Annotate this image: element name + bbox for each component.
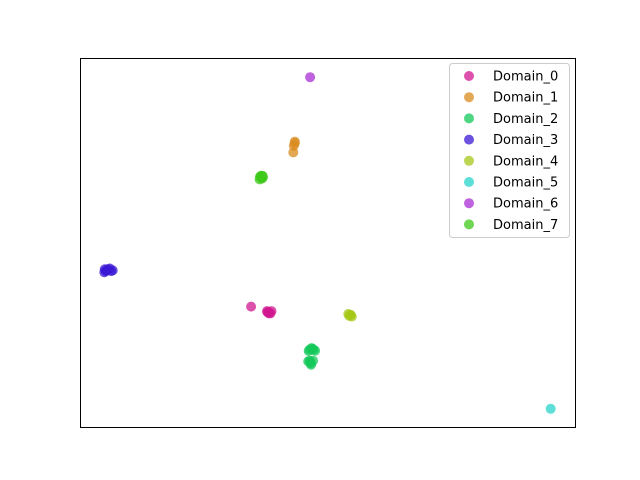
legend-label-domain-2: Domain_2 bbox=[493, 112, 558, 127]
data-points bbox=[99, 72, 556, 414]
legend-marker-domain-4 bbox=[464, 155, 474, 166]
legend-label-domain-0: Domain_0 bbox=[493, 70, 558, 85]
legend-label-domain-1: Domain_1 bbox=[493, 91, 558, 106]
point-domain-3-7 bbox=[107, 265, 118, 276]
point-domain-0-0 bbox=[246, 301, 257, 312]
point-domain-1-3 bbox=[289, 138, 300, 149]
legend-marker-domain-6 bbox=[464, 198, 474, 209]
point-domain-0-6 bbox=[266, 306, 277, 317]
point-domain-7-6 bbox=[257, 170, 268, 181]
legend: Domain_0 Domain_1 Domain_2 Domain_3 Domain_4… bbox=[449, 63, 570, 238]
legend-marker-domain-3 bbox=[464, 134, 474, 145]
point-domain-6-0 bbox=[305, 72, 316, 83]
legend-marker-domain-0 bbox=[464, 71, 474, 81]
legend-label-domain-4: Domain_4 bbox=[493, 154, 558, 169]
legend-label-domain-3: Domain_3 bbox=[493, 133, 558, 148]
legend-label-domain-6: Domain_6 bbox=[493, 197, 558, 212]
point-domain-2-11 bbox=[308, 344, 319, 355]
point-domain-2-9 bbox=[304, 355, 315, 366]
legend-items: Domain_0 Domain_1 Domain_2 Domain_3 Domain_4… bbox=[464, 70, 558, 233]
legend-marker-domain-2 bbox=[464, 113, 474, 124]
legend-marker-domain-7 bbox=[464, 219, 474, 230]
legend-marker-domain-5 bbox=[464, 177, 474, 187]
legend-label-domain-7: Domain_7 bbox=[493, 218, 558, 233]
legend-marker-domain-1 bbox=[464, 92, 474, 103]
legend-label-domain-5: Domain_5 bbox=[493, 176, 558, 191]
point-domain-5-0 bbox=[545, 403, 556, 414]
point-domain-1-2 bbox=[288, 147, 299, 158]
point-domain-4-4 bbox=[345, 309, 356, 320]
legend-box bbox=[449, 63, 570, 238]
